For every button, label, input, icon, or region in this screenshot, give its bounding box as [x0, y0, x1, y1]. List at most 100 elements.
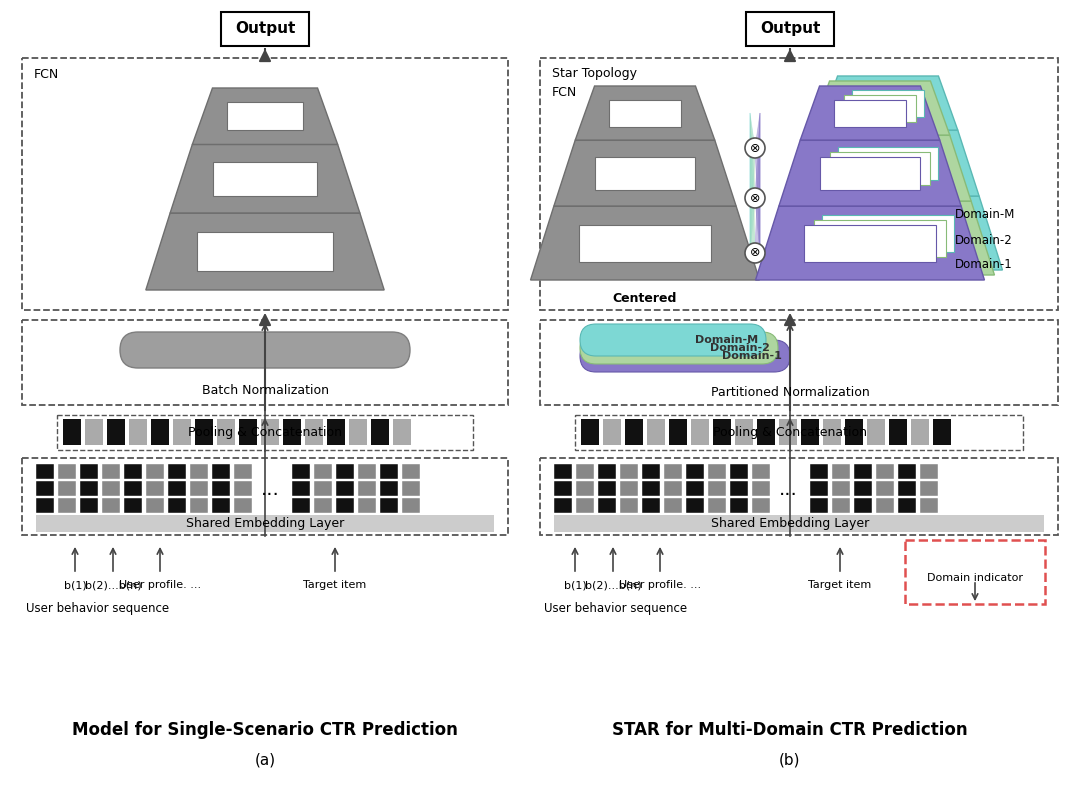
- Bar: [349, 419, 367, 445]
- Polygon shape: [192, 88, 338, 145]
- Bar: [810, 481, 828, 496]
- Text: Domain-1: Domain-1: [723, 351, 782, 361]
- Bar: [314, 481, 332, 496]
- Bar: [190, 464, 208, 479]
- Text: Target item: Target item: [808, 580, 872, 590]
- Bar: [730, 481, 748, 496]
- Bar: [221, 12, 309, 46]
- Bar: [843, 94, 916, 122]
- Text: Pooling & Concatenation: Pooling & Concatenation: [188, 426, 342, 439]
- Bar: [168, 481, 186, 496]
- Bar: [620, 464, 638, 479]
- Bar: [402, 464, 420, 479]
- Bar: [933, 419, 951, 445]
- Bar: [854, 481, 872, 496]
- Text: ...: ...: [260, 480, 280, 499]
- Bar: [576, 481, 594, 496]
- Bar: [168, 464, 186, 479]
- Text: Star Topology: Star Topology: [552, 67, 637, 81]
- FancyBboxPatch shape: [580, 324, 766, 356]
- Bar: [752, 498, 770, 513]
- Bar: [823, 419, 841, 445]
- Bar: [292, 498, 310, 513]
- Text: Partitioned Normalization: Partitioned Normalization: [711, 386, 869, 399]
- Text: b(2)...b(n): b(2)...b(n): [584, 580, 642, 590]
- Text: (a): (a): [255, 752, 275, 767]
- Text: Output: Output: [234, 21, 295, 36]
- Bar: [686, 498, 704, 513]
- Text: b(1): b(1): [64, 580, 86, 590]
- Bar: [197, 232, 334, 271]
- Bar: [912, 419, 929, 445]
- Bar: [845, 419, 863, 445]
- Bar: [234, 498, 252, 513]
- Bar: [708, 498, 726, 513]
- Text: Domain-M: Domain-M: [955, 208, 1015, 222]
- Bar: [212, 498, 230, 513]
- Bar: [832, 481, 850, 496]
- Bar: [380, 464, 399, 479]
- Bar: [609, 100, 681, 127]
- Bar: [854, 464, 872, 479]
- Bar: [540, 458, 1058, 535]
- Polygon shape: [766, 201, 995, 275]
- Bar: [195, 419, 213, 445]
- Bar: [876, 498, 894, 513]
- Bar: [686, 464, 704, 479]
- Polygon shape: [755, 113, 760, 255]
- Bar: [832, 464, 850, 479]
- Circle shape: [745, 138, 765, 158]
- Bar: [234, 481, 252, 496]
- Bar: [920, 481, 939, 496]
- Text: User behavior sequence: User behavior sequence: [26, 602, 170, 615]
- Bar: [730, 464, 748, 479]
- Polygon shape: [576, 86, 715, 140]
- Bar: [854, 498, 872, 513]
- Bar: [834, 100, 906, 127]
- Bar: [22, 320, 508, 405]
- Polygon shape: [773, 196, 1002, 270]
- Bar: [283, 419, 301, 445]
- Bar: [920, 464, 939, 479]
- Bar: [402, 498, 420, 513]
- Bar: [625, 419, 643, 445]
- Bar: [876, 481, 894, 496]
- Bar: [897, 498, 916, 513]
- Bar: [292, 464, 310, 479]
- Polygon shape: [810, 81, 949, 135]
- Bar: [664, 464, 681, 479]
- Bar: [151, 419, 168, 445]
- Bar: [620, 481, 638, 496]
- Text: ⊗: ⊗: [750, 246, 760, 260]
- Bar: [576, 464, 594, 479]
- Text: Shared Embedding Layer: Shared Embedding Layer: [711, 517, 869, 530]
- Bar: [598, 498, 616, 513]
- Bar: [820, 157, 920, 190]
- Bar: [746, 12, 834, 46]
- Bar: [393, 419, 411, 445]
- Polygon shape: [750, 113, 755, 255]
- Polygon shape: [756, 206, 985, 280]
- Bar: [554, 515, 1044, 532]
- Text: (b): (b): [780, 752, 800, 767]
- Bar: [36, 464, 54, 479]
- Bar: [540, 320, 1058, 405]
- Bar: [642, 464, 660, 479]
- Bar: [554, 498, 572, 513]
- Bar: [146, 481, 164, 496]
- Bar: [822, 215, 954, 252]
- Bar: [708, 464, 726, 479]
- Text: Centered: Centered: [612, 291, 677, 304]
- Bar: [603, 419, 621, 445]
- Bar: [239, 419, 257, 445]
- Bar: [669, 419, 687, 445]
- Bar: [402, 481, 420, 496]
- Polygon shape: [750, 113, 755, 255]
- Text: Domain-2: Domain-2: [711, 343, 770, 353]
- Bar: [735, 419, 753, 445]
- Text: Pooling & Concatenation: Pooling & Concatenation: [713, 426, 867, 439]
- Text: Shared Embedding Layer: Shared Embedding Layer: [186, 517, 345, 530]
- Bar: [314, 498, 332, 513]
- Bar: [80, 498, 98, 513]
- Bar: [124, 481, 141, 496]
